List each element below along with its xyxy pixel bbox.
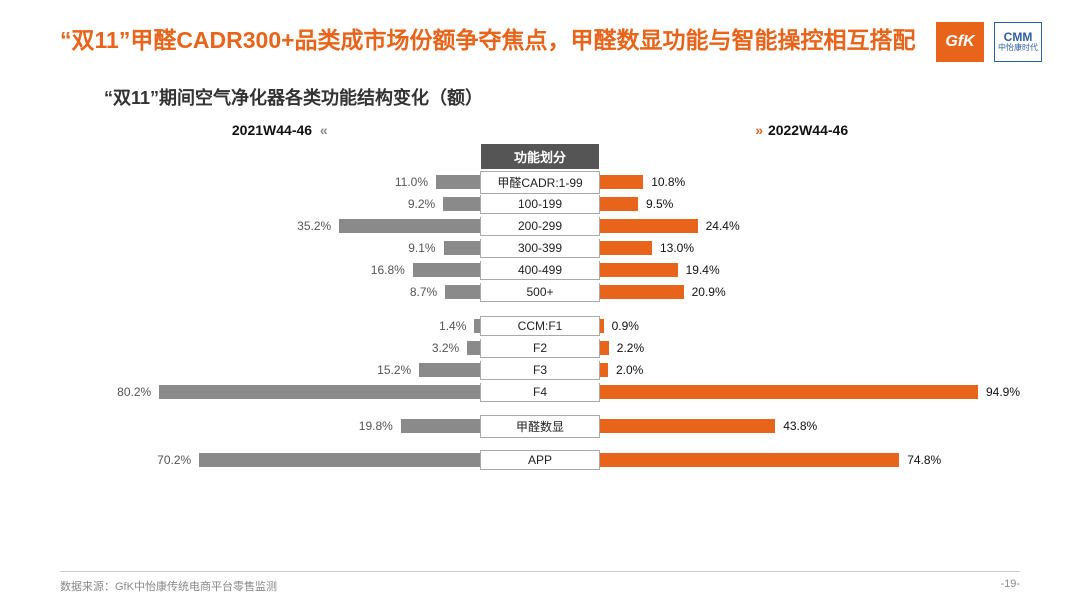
right-bar bbox=[600, 319, 604, 333]
left-bar bbox=[339, 219, 480, 233]
chart-row: 19.8% 甲醛数显 43.8% bbox=[60, 415, 1020, 437]
page-number: -19- bbox=[1000, 578, 1020, 594]
left-bar bbox=[159, 385, 480, 399]
right-value-label: 19.4% bbox=[686, 263, 720, 277]
category-label: 300-399 bbox=[480, 239, 600, 258]
chart-row: 80.2% F4 94.9% bbox=[60, 381, 1020, 403]
data-source: 数据来源：GfK中怡康传统电商平台零售监测 bbox=[60, 578, 277, 594]
slide-title: “双11”甲醛CADR300+品类成市场份额争夺焦点，甲醛数显功能与智能操控相互… bbox=[60, 24, 930, 56]
right-value-label: 43.8% bbox=[783, 419, 817, 433]
left-bar bbox=[443, 197, 480, 211]
right-bar bbox=[600, 219, 698, 233]
left-value-label: 15.2% bbox=[377, 363, 411, 377]
left-bar bbox=[444, 241, 480, 255]
left-value-label: 8.7% bbox=[410, 285, 437, 299]
right-value-label: 2.0% bbox=[616, 363, 643, 377]
right-value-label: 2.2% bbox=[617, 341, 644, 355]
chart-row: 35.2% 200-299 24.4% bbox=[60, 215, 1020, 237]
chart-row: 9.1% 300-399 13.0% bbox=[60, 237, 1020, 259]
category-label: APP bbox=[480, 450, 600, 470]
left-bar bbox=[401, 419, 480, 433]
left-bar bbox=[436, 175, 480, 189]
cmm-logo: CMM 中怡康时代 bbox=[994, 22, 1042, 62]
chart-row: 70.2% APP 74.8% bbox=[60, 449, 1020, 471]
category-label: 甲醛数显 bbox=[480, 415, 600, 438]
right-bar bbox=[600, 197, 638, 211]
right-value-label: 74.8% bbox=[907, 453, 941, 467]
chevron-left-icon: « bbox=[320, 122, 325, 138]
category-label: 500+ bbox=[480, 283, 600, 302]
right-value-label: 94.9% bbox=[986, 385, 1020, 399]
right-value-label: 13.0% bbox=[660, 241, 694, 255]
left-value-label: 16.8% bbox=[371, 263, 405, 277]
right-bar bbox=[600, 175, 643, 189]
right-bar bbox=[600, 341, 609, 355]
category-label: CCM:F1 bbox=[480, 316, 600, 336]
chart-row: 15.2% F3 2.0% bbox=[60, 359, 1020, 381]
logo-group: GfK CMM 中怡康时代 bbox=[936, 22, 1042, 62]
left-value-label: 70.2% bbox=[157, 453, 191, 467]
right-bar bbox=[600, 453, 899, 467]
cmm-logo-bottom: 中怡康时代 bbox=[998, 44, 1038, 53]
right-bar bbox=[600, 419, 775, 433]
right-value-label: 24.4% bbox=[706, 219, 740, 233]
category-label: 400-499 bbox=[480, 261, 600, 280]
category-label: 100-199 bbox=[480, 195, 600, 214]
right-bar bbox=[600, 241, 652, 255]
left-value-label: 9.2% bbox=[408, 197, 435, 211]
category-label: F3 bbox=[480, 361, 600, 380]
right-bar bbox=[600, 263, 678, 277]
right-value-label: 9.5% bbox=[646, 197, 673, 211]
gfk-logo: GfK bbox=[936, 22, 984, 62]
left-bar bbox=[413, 263, 480, 277]
left-value-label: 1.4% bbox=[439, 319, 466, 333]
left-bar bbox=[445, 285, 480, 299]
left-value-label: 80.2% bbox=[117, 385, 151, 399]
left-bar bbox=[467, 341, 480, 355]
left-value-label: 3.2% bbox=[432, 341, 459, 355]
chart-row: 9.2% 100-199 9.5% bbox=[60, 193, 1020, 215]
left-value-label: 9.1% bbox=[408, 241, 435, 255]
chart-row: 11.0% 甲醛CADR:1-99 10.8% bbox=[60, 171, 1020, 193]
right-value-label: 0.9% bbox=[612, 319, 639, 333]
right-bar bbox=[600, 385, 978, 399]
right-bar bbox=[600, 363, 608, 377]
slide-footer: 数据来源：GfK中怡康传统电商平台零售监测 -19- bbox=[60, 571, 1020, 594]
section-header: 功能划分 bbox=[481, 144, 599, 169]
left-bar bbox=[419, 363, 480, 377]
chart-row: 1.4% CCM:F1 0.9% bbox=[60, 315, 1020, 337]
category-label: 200-299 bbox=[480, 217, 600, 236]
slide-subtitle: “双11”期间空气净化器各类功能结构变化（额） bbox=[104, 84, 1020, 110]
category-label: F4 bbox=[480, 383, 600, 402]
chevron-right-icon: » bbox=[755, 122, 760, 138]
right-value-label: 20.9% bbox=[692, 285, 726, 299]
left-value-label: 11.0% bbox=[395, 175, 428, 189]
right-bar bbox=[600, 285, 684, 299]
right-value-label: 10.8% bbox=[651, 175, 685, 189]
period-labels: 2021W44-46 « » 2022W44-46 bbox=[60, 122, 1020, 138]
butterfly-chart: 2021W44-46 « » 2022W44-46 功能划分 11.0% 甲醛CA… bbox=[60, 122, 1020, 471]
period-right: 2022W44-46 bbox=[768, 122, 848, 138]
chart-row: 16.8% 400-499 19.4% bbox=[60, 259, 1020, 281]
chart-row: 3.2% F2 2.2% bbox=[60, 337, 1020, 359]
left-value-label: 35.2% bbox=[297, 219, 331, 233]
chart-row: 8.7% 500+ 20.9% bbox=[60, 281, 1020, 303]
category-label: F2 bbox=[480, 339, 600, 358]
left-bar bbox=[199, 453, 480, 467]
left-value-label: 19.8% bbox=[359, 419, 393, 433]
category-label: 甲醛CADR:1-99 bbox=[480, 171, 600, 194]
period-left: 2021W44-46 bbox=[232, 122, 312, 138]
